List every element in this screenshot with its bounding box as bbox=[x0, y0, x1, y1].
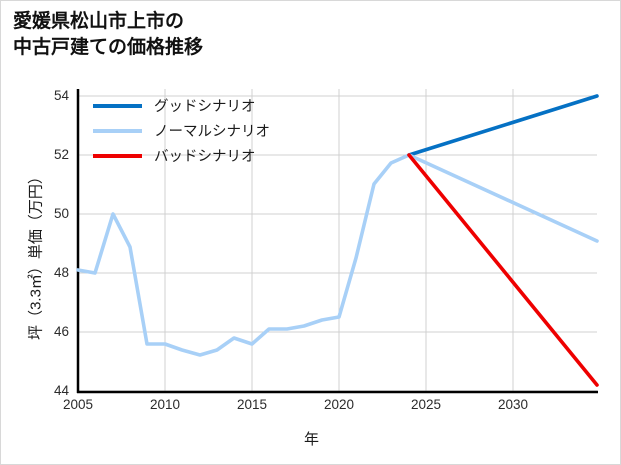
y-tick-46: 46 bbox=[53, 324, 69, 339]
x-tick-2005: 2005 bbox=[62, 397, 94, 412]
legend-label-bad: バッドシナリオ bbox=[154, 149, 256, 165]
axis-spines bbox=[76, 89, 598, 394]
y-tick-52: 52 bbox=[53, 147, 69, 162]
legend-label-good: グッドシナリオ bbox=[154, 99, 256, 115]
x-tick-2015: 2015 bbox=[236, 397, 268, 412]
gridlines bbox=[78, 89, 597, 392]
x-tick-2020: 2020 bbox=[323, 397, 355, 412]
x-tick-2010: 2010 bbox=[149, 397, 181, 412]
x-tick-2030: 2030 bbox=[497, 397, 529, 412]
x-tick-2025: 2025 bbox=[410, 397, 442, 412]
y-tick-54: 54 bbox=[53, 88, 69, 103]
y-tick-48: 48 bbox=[53, 265, 69, 280]
legend-swatch-bad-icon bbox=[93, 153, 142, 158]
series-history-line bbox=[76, 153, 411, 357]
legend-item-bad[interactable]: バッドシナリオ bbox=[93, 143, 270, 168]
series-bad-line bbox=[407, 153, 599, 387]
legend-label-normal: ノーマルシナリオ bbox=[154, 124, 270, 140]
chart-title: 愛媛県松山市上市の 中古戸建ての価格推移 bbox=[13, 11, 204, 58]
legend-swatch-good-icon bbox=[93, 103, 142, 108]
y-axis-label: 坪（3.3㎡）単価（万円） bbox=[27, 169, 45, 340]
legend-swatch-normal-icon bbox=[93, 128, 142, 133]
series-normal-line bbox=[407, 153, 599, 243]
series-good-line bbox=[407, 94, 599, 157]
x-axis-label: 年 bbox=[303, 431, 319, 448]
chart-legend: グッドシナリオ ノーマルシナリオ バッドシナリオ bbox=[93, 93, 270, 168]
y-tick-44: 44 bbox=[53, 383, 69, 398]
legend-item-normal[interactable]: ノーマルシナリオ bbox=[93, 118, 270, 143]
legend-item-good[interactable]: グッドシナリオ bbox=[93, 93, 270, 118]
y-tick-50: 50 bbox=[53, 206, 69, 221]
